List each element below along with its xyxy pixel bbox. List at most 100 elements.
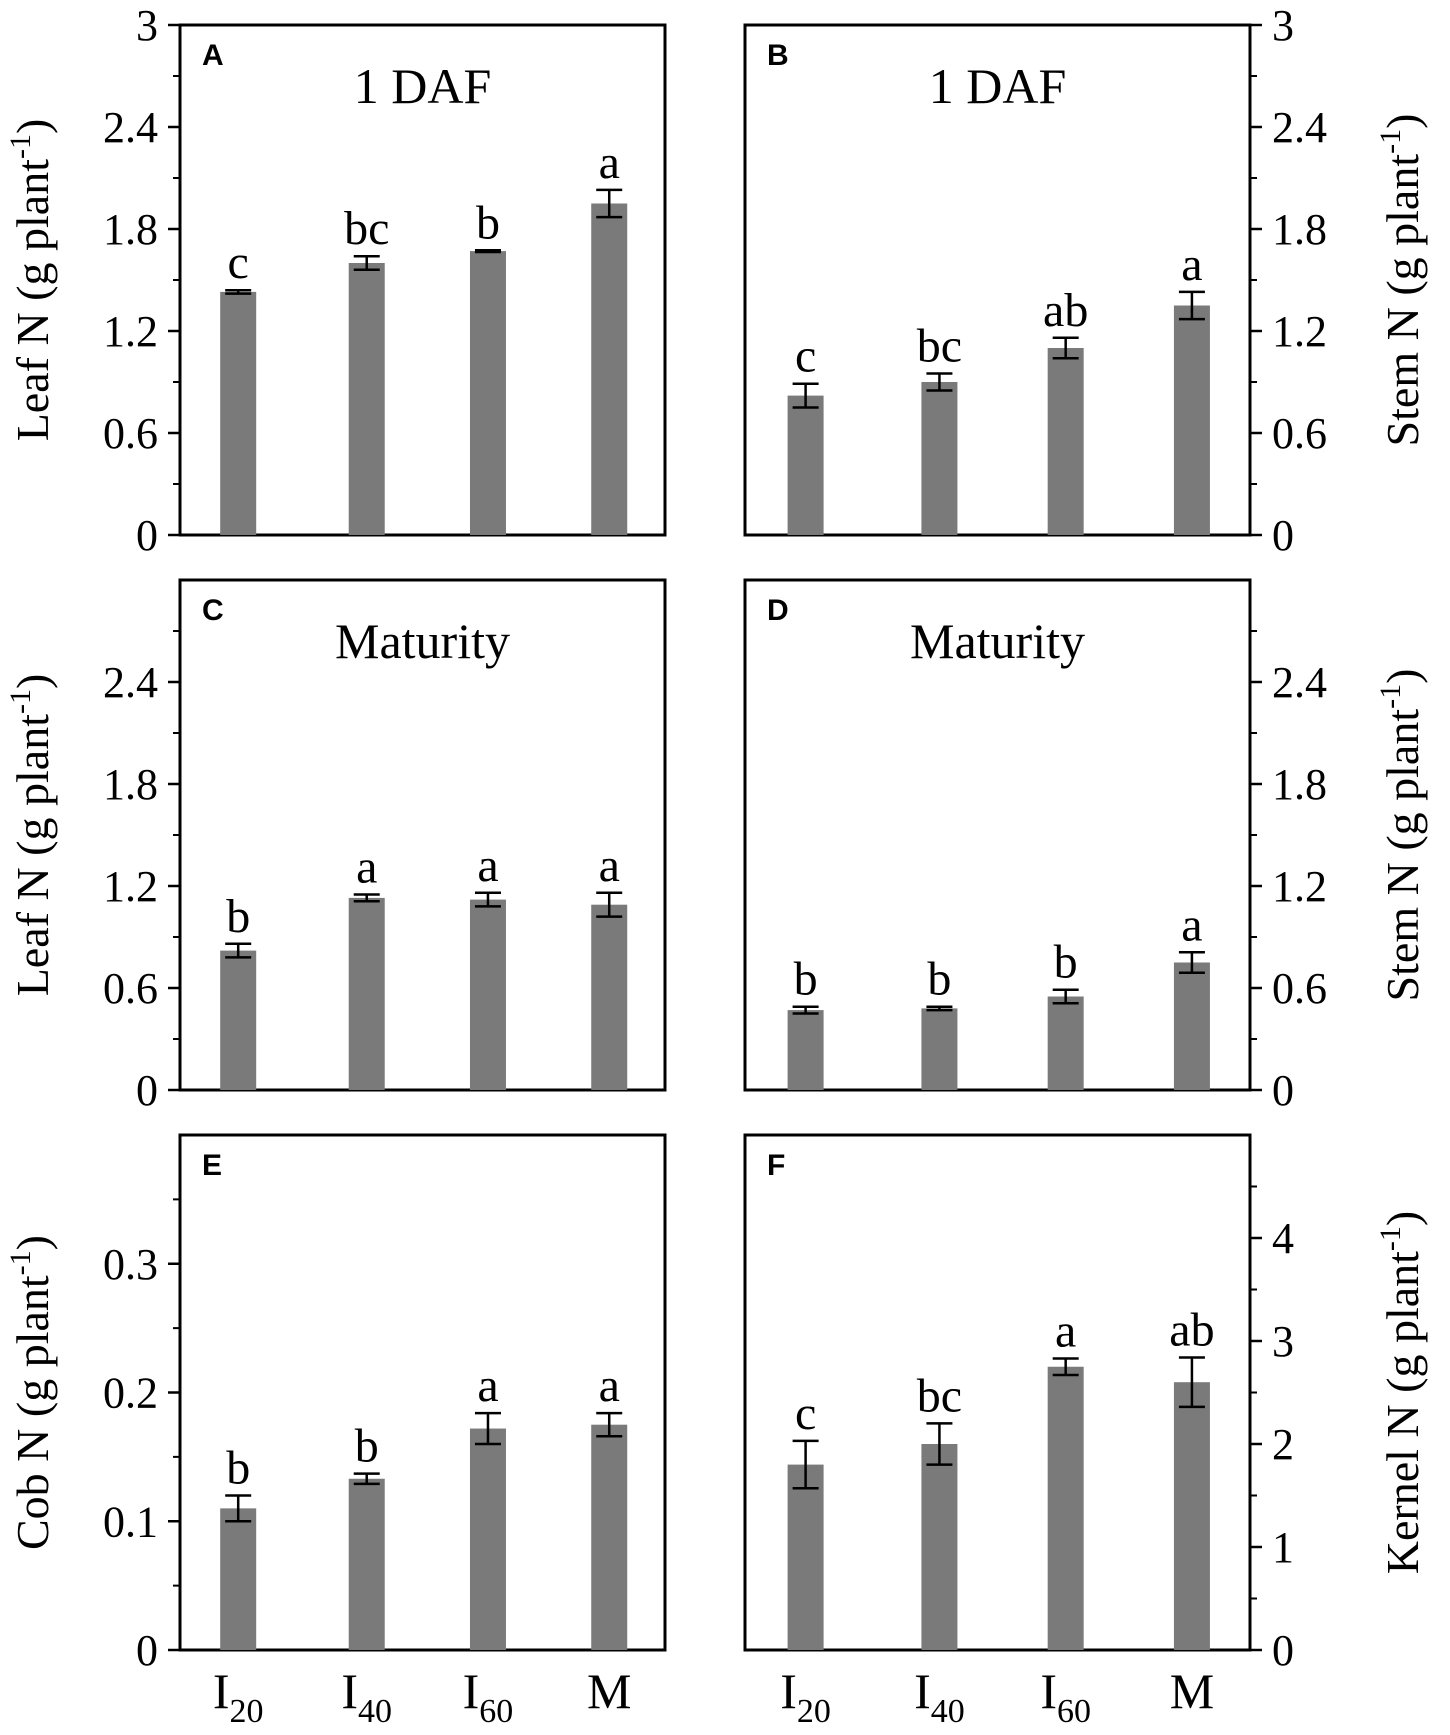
y-tick-label: 0.3 xyxy=(103,1240,158,1289)
y-tick-label: 1 xyxy=(1272,1523,1294,1572)
panel-title: 1 DAF xyxy=(929,58,1067,114)
y-tick-label: 1.8 xyxy=(1272,760,1327,809)
y-tick-label: 1.8 xyxy=(103,760,158,809)
significance-letter: b xyxy=(794,953,818,1006)
y-tick-label: 2 xyxy=(1272,1420,1294,1469)
bar xyxy=(348,897,385,1090)
panel-d: 0 0.6 1.2 1.8 2.4 Stem N (g plant-1) D Maturity… xyxy=(743,578,1428,1115)
significance-letter: a xyxy=(356,841,377,894)
panel-letter: B xyxy=(767,39,789,72)
x-tick-label: I20 xyxy=(780,1663,831,1730)
panel-letter: C xyxy=(202,594,224,627)
significance-letter: b xyxy=(226,890,250,943)
significance-letter: c xyxy=(795,330,816,383)
bar xyxy=(921,382,958,535)
panel-title: Maturity xyxy=(910,613,1085,669)
y-tick-label: 0 xyxy=(136,1066,158,1115)
panel-letter: F xyxy=(767,1149,785,1182)
significance-letter: a xyxy=(1181,898,1202,951)
y-tick-label: 2.4 xyxy=(1272,103,1327,152)
y-tick-label: 0.1 xyxy=(103,1497,158,1546)
significance-letter: a xyxy=(1181,238,1202,291)
bar xyxy=(348,263,385,535)
bar xyxy=(1173,1382,1210,1650)
y-axis-label: Stem N (g plant-1) xyxy=(1374,669,1428,1002)
bar xyxy=(591,203,628,535)
x-tick-label: I40 xyxy=(341,1663,392,1730)
y-tick-label: 0.6 xyxy=(1272,964,1327,1013)
x-tick-label: I40 xyxy=(914,1663,965,1730)
y-tick-label: 0.6 xyxy=(103,409,158,458)
bar xyxy=(787,395,824,535)
bar xyxy=(1047,996,1084,1090)
panel-title: 1 DAF xyxy=(354,58,492,114)
y-tick-label: 4 xyxy=(1272,1214,1294,1263)
significance-letter: c xyxy=(795,1387,816,1440)
x-tick-label: I60 xyxy=(1040,1663,1091,1730)
y-tick-label: 3 xyxy=(136,1,158,50)
significance-letter: b xyxy=(476,196,500,249)
y-axis-label: Leaf N (g plant-1) xyxy=(4,119,58,442)
bar xyxy=(469,899,506,1090)
y-tick-label: 1.8 xyxy=(103,205,158,254)
y-tick-label: 0 xyxy=(1272,1066,1294,1115)
y-tick-label: 1.2 xyxy=(1272,862,1327,911)
y-axis-label: Cob N (g plant-1) xyxy=(4,1235,58,1550)
bar xyxy=(220,291,257,535)
bar xyxy=(921,1444,958,1650)
significance-letter: b xyxy=(226,1442,250,1495)
panel-letter: D xyxy=(767,594,789,627)
panel-c: 0 0.6 1.2 1.8 2.4 Leaf N (g plant-1) C Maturity… xyxy=(4,578,667,1115)
panel-f: 0 1 2 3 4 Kernel N (g plant-1) Fc I20 bc I40 a I60 a… xyxy=(743,1133,1428,1730)
y-tick-label: 1.2 xyxy=(103,862,158,911)
significance-letter: bc xyxy=(344,202,389,255)
bar xyxy=(348,1478,385,1650)
y-tick-label: 2.4 xyxy=(103,103,158,152)
y-tick-label: 1.8 xyxy=(1272,205,1327,254)
bar xyxy=(787,1010,824,1090)
significance-letter: c xyxy=(228,236,249,289)
significance-letter: b xyxy=(355,1420,379,1473)
y-axis-label: Leaf N (g plant-1) xyxy=(4,674,58,997)
y-axis-label: Kernel N (g plant-1) xyxy=(1374,1211,1428,1575)
bar xyxy=(1173,305,1210,535)
significance-letter: a xyxy=(599,839,620,892)
bar xyxy=(220,950,257,1090)
bar xyxy=(787,1464,824,1650)
panel-a: 0 0.6 1.2 1.8 2.4 3 Leaf N (g plant-1) A 1 DAF c b… xyxy=(4,1,667,560)
bar xyxy=(469,251,506,535)
significance-letter: a xyxy=(599,136,620,189)
bar xyxy=(1047,1366,1084,1650)
panel-letter: A xyxy=(202,39,224,72)
significance-letter: a xyxy=(1055,1305,1076,1358)
y-tick-label: 0.2 xyxy=(103,1369,158,1418)
panel-b: 0 0.6 1.2 1.8 2.4 3 Stem N (g plant-1) B 1 DAF c b… xyxy=(743,1,1428,560)
bar xyxy=(1173,962,1210,1090)
bar xyxy=(591,1424,628,1650)
bar xyxy=(220,1508,257,1650)
significance-letter: b xyxy=(927,953,951,1006)
panel-letter: E xyxy=(202,1149,222,1182)
x-tick-label: I20 xyxy=(213,1663,264,1730)
y-tick-label: 3 xyxy=(1272,1,1294,50)
x-tick-label: M xyxy=(587,1663,631,1719)
y-tick-label: 3 xyxy=(1272,1317,1294,1366)
significance-letter: bc xyxy=(917,1369,962,1422)
y-tick-label: 0 xyxy=(1272,1626,1294,1675)
y-tick-label: 0 xyxy=(136,511,158,560)
x-tick-label: M xyxy=(1170,1663,1214,1719)
significance-letter: a xyxy=(599,1359,620,1412)
y-tick-label: 0 xyxy=(136,1626,158,1675)
panel-title: Maturity xyxy=(335,613,510,669)
bar xyxy=(921,1008,958,1090)
significance-letter: b xyxy=(1054,936,1078,989)
bar xyxy=(591,904,628,1090)
y-tick-label: 0 xyxy=(1272,511,1294,560)
panel-e: 0 0.1 0.2 0.3 Cob N (g plant-1) Eb I20 b I40 a I60… xyxy=(4,1133,667,1730)
significance-letter: ab xyxy=(1043,284,1088,337)
significance-letter: bc xyxy=(917,320,962,373)
y-tick-label: 1.2 xyxy=(103,307,158,356)
significance-letter: a xyxy=(477,839,498,892)
bar xyxy=(1047,348,1084,535)
